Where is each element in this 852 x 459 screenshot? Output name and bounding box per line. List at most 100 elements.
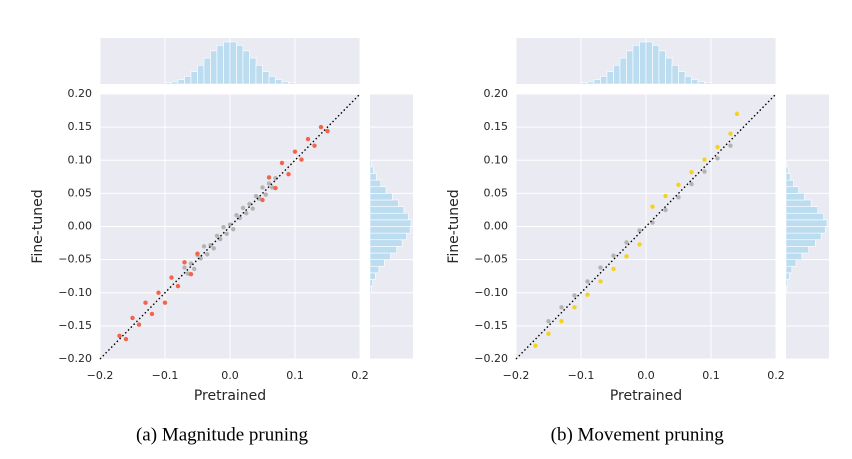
hist-bar — [281, 81, 289, 85]
point — [188, 261, 194, 266]
hist-bar — [697, 81, 705, 85]
hist-bar — [369, 285, 372, 294]
point — [585, 279, 590, 284]
x-axis-label: Pretrained — [194, 388, 266, 404]
y-tick-label: −0.05 — [58, 253, 92, 266]
hist-bar — [369, 206, 405, 214]
point — [611, 253, 616, 258]
point — [598, 265, 603, 270]
point — [205, 252, 210, 257]
x-tick-label: 0.1 — [286, 369, 304, 382]
y-tick-label: 0.00 — [68, 220, 93, 233]
hist-bar — [369, 179, 381, 188]
hist-bar — [785, 219, 828, 227]
hist-bar — [785, 252, 803, 260]
point — [231, 226, 236, 232]
hist-bar — [665, 57, 673, 85]
hist-bar — [229, 41, 237, 85]
hist-bar — [785, 265, 793, 274]
point — [224, 231, 229, 236]
point — [221, 224, 226, 230]
point — [624, 254, 629, 259]
hist-bar — [619, 57, 627, 85]
x-tick-label: 0.0 — [637, 369, 655, 382]
hist-bar — [275, 79, 283, 85]
hist-bar — [216, 45, 224, 85]
hist-bar — [684, 76, 692, 85]
y-tick-label: −0.15 — [474, 319, 508, 332]
point — [299, 157, 304, 162]
point — [188, 272, 194, 277]
hist-bar — [785, 179, 794, 188]
point — [227, 222, 233, 227]
point — [318, 124, 324, 130]
hist-bar — [369, 246, 398, 254]
point — [715, 156, 720, 161]
point — [689, 181, 694, 187]
hist-bar — [785, 285, 788, 294]
point — [273, 175, 278, 181]
point — [637, 242, 642, 247]
point — [624, 240, 629, 245]
hist-bar — [785, 259, 797, 267]
hist-bar — [369, 219, 412, 227]
point — [676, 182, 681, 187]
hist-bar — [580, 82, 588, 85]
y-axis-label: Fine-tuned — [30, 189, 46, 263]
point — [117, 333, 122, 339]
hist-bar — [600, 76, 608, 85]
y-tick-label: −0.10 — [474, 286, 508, 299]
point — [244, 211, 249, 216]
x-tick-label: −0.1 — [152, 369, 179, 382]
hist-bar — [262, 71, 270, 85]
x-tick-label: 0.1 — [702, 369, 720, 382]
hist-bar — [587, 81, 595, 85]
y-tick-label: 0.20 — [484, 87, 509, 100]
y-tick-label: −0.10 — [58, 286, 92, 299]
point — [292, 149, 298, 154]
y-tick-label: 0.10 — [68, 153, 93, 166]
y-tick-label: 0.20 — [68, 87, 93, 100]
hist-bar — [785, 272, 790, 280]
y-tick-label: 0.05 — [484, 186, 509, 199]
hist-bar — [785, 239, 816, 247]
y-tick-label: −0.05 — [474, 253, 508, 266]
point — [559, 319, 564, 324]
hist-bar — [369, 252, 391, 260]
hist-bar — [606, 71, 614, 85]
hist-bar — [652, 45, 660, 85]
hist-bar — [785, 186, 799, 194]
point — [266, 175, 272, 180]
point — [279, 160, 285, 166]
point — [182, 260, 187, 265]
hist-bar — [785, 279, 788, 287]
point — [663, 207, 668, 213]
x-tick-label: −0.2 — [503, 369, 530, 382]
hist-bar — [785, 173, 791, 181]
hist-bar — [369, 212, 409, 221]
hist-bar — [678, 71, 686, 85]
identity-line — [99, 93, 361, 360]
hist-bar — [785, 212, 824, 221]
point — [240, 205, 246, 211]
y-tick-label: −0.15 — [58, 319, 92, 332]
hist-bar — [288, 82, 296, 85]
hist-bar — [785, 199, 812, 207]
hist-bar — [190, 71, 198, 85]
point — [312, 143, 317, 148]
x-axis-label: Pretrained — [610, 388, 682, 404]
hist-bar — [639, 41, 647, 85]
point — [572, 305, 577, 310]
point — [585, 292, 590, 297]
hist-bar — [593, 79, 601, 85]
point — [143, 300, 148, 305]
hist-bar — [645, 41, 653, 85]
point — [702, 169, 707, 174]
hist-bar — [632, 45, 640, 85]
hist-bar — [210, 50, 218, 85]
hist-bar — [369, 193, 393, 201]
point — [572, 293, 577, 298]
point — [192, 266, 197, 272]
point — [546, 319, 551, 324]
